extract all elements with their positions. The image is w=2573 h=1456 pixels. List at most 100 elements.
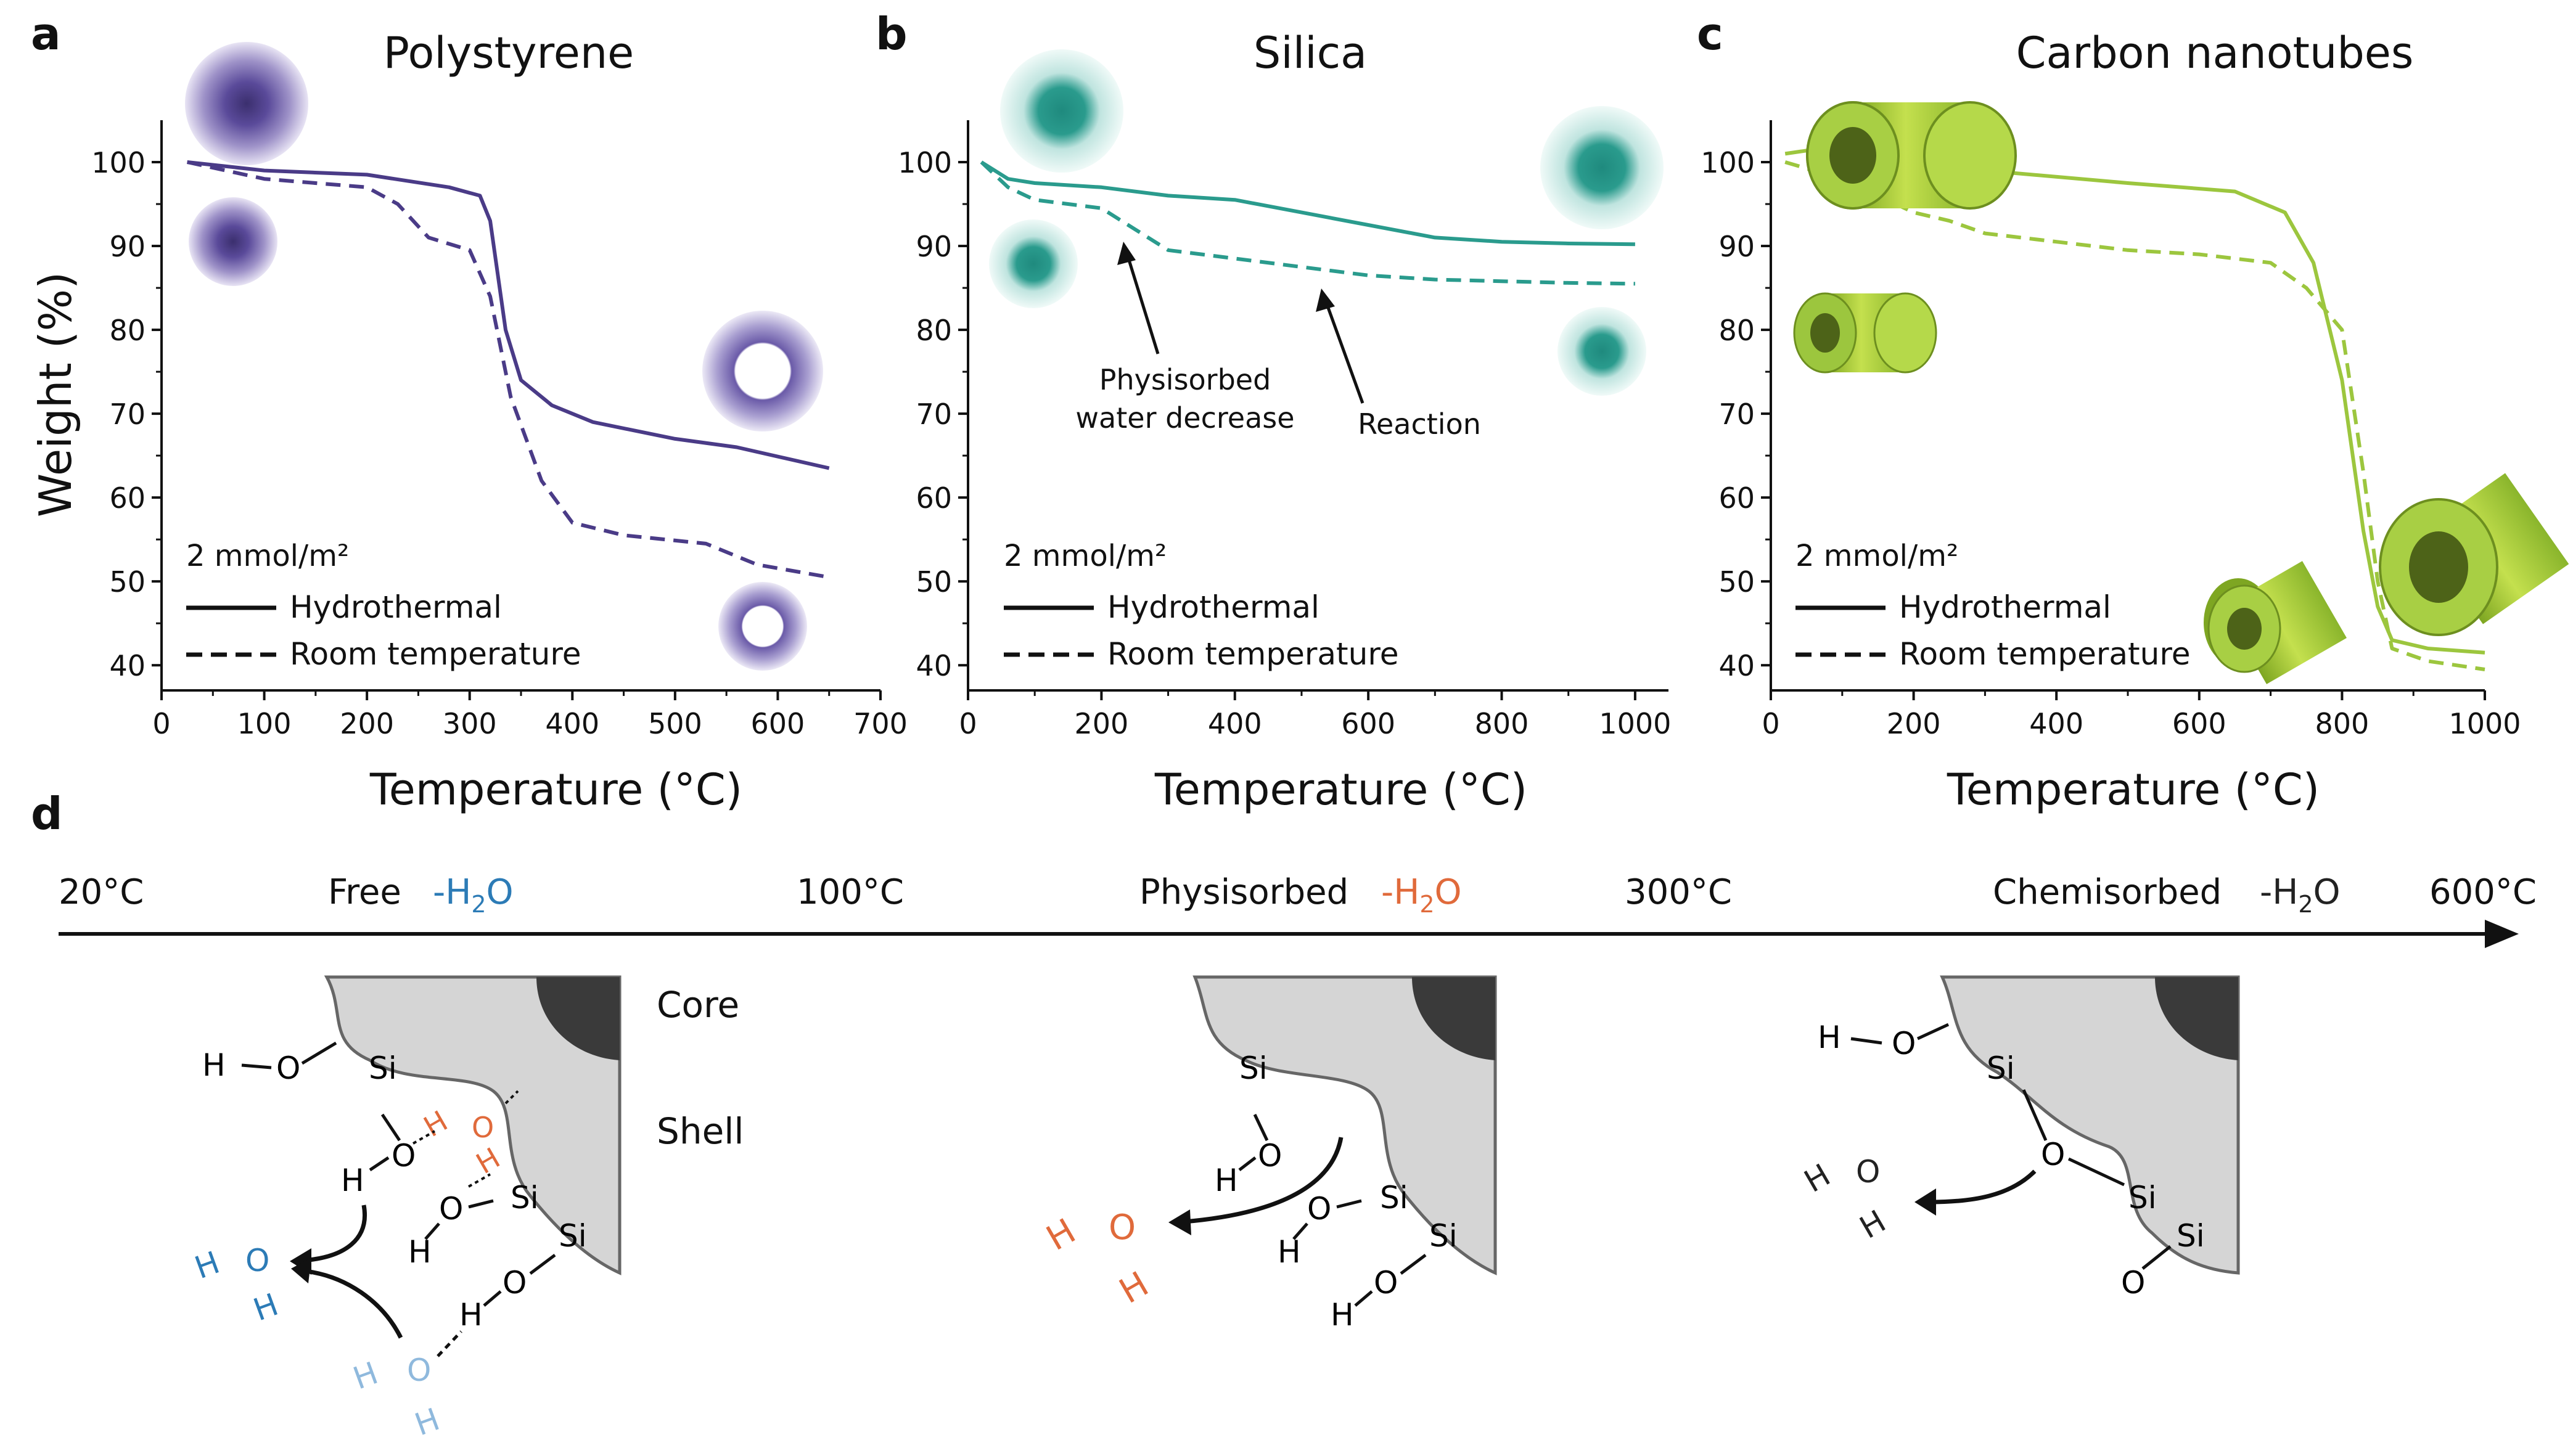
atom-h: H <box>408 1234 432 1270</box>
series-line-room-temperature <box>1784 160 2485 671</box>
x-tick-label: 700 <box>853 707 908 740</box>
x-axis-label-b: Temperature (°C) <box>1154 764 1527 815</box>
silica-particle-large-right <box>1540 106 1664 229</box>
atom-o: O <box>1892 1026 1916 1061</box>
panel-title-c: Carbon nanotubes <box>2016 28 2414 78</box>
panel-letter-a: a <box>31 8 61 60</box>
arrow-physisorbed-water <box>1183 1137 1344 1224</box>
atom-h: H <box>418 1104 453 1143</box>
panel-a: a Polystyrene Weight (%) Temperature (°C… <box>30 8 908 815</box>
y-tick-label: 70 <box>1718 398 1755 431</box>
atom-o: O <box>1109 1208 1136 1248</box>
silica-particle-small-right <box>1557 307 1646 396</box>
x-tick-label: 0 <box>959 707 977 740</box>
atom-h: H <box>459 1297 483 1333</box>
x-tick-label: 1000 <box>1599 707 1671 740</box>
y-tick-label: 90 <box>1718 230 1755 263</box>
x-tick-label: 400 <box>1208 707 1262 740</box>
atom-o: O <box>439 1191 463 1227</box>
x-tick-label: 600 <box>2172 707 2226 740</box>
label-core: Core <box>657 984 739 1026</box>
y-tick-label: 90 <box>916 230 952 263</box>
atom-o: O <box>472 1111 494 1144</box>
annotation-reaction: Reaction <box>1358 407 1481 441</box>
atom-o: O <box>1258 1138 1282 1174</box>
atom-o: O <box>1307 1191 1331 1227</box>
timeline-stage-physisorbed: Physisorbed <box>1139 872 1348 912</box>
water-physisorbed-released: O H H <box>1040 1208 1155 1312</box>
cnt-tube-large-bottom <box>2379 473 2569 636</box>
timeline-water-free: -H2O <box>433 872 514 918</box>
annotation-physisorbed: Physisorbed <box>1099 363 1271 396</box>
timeline-water-chemisorbed: -H2O <box>2260 872 2341 918</box>
note-b: 2 mmol/m² <box>1004 539 1167 573</box>
y-tick-label: 40 <box>109 649 146 682</box>
legend-solid-label-c: Hydrothermal <box>1899 589 2111 625</box>
atom-o: O <box>245 1243 269 1278</box>
atom-h: H <box>1113 1264 1155 1312</box>
y-tick-label: 60 <box>109 481 146 515</box>
surface-stage-chemisorbed: H O Si O Si Si O O H H <box>1799 975 2240 1301</box>
water-chemisorbed-released: O H H <box>1799 1154 1892 1246</box>
x-tick-label: 500 <box>648 707 702 740</box>
y-tick-label: 80 <box>109 314 146 347</box>
atom-si: Si <box>2177 1218 2205 1254</box>
cnt-tube-ribbed-bottom <box>2204 561 2347 684</box>
y-tick-label: 40 <box>1718 649 1755 682</box>
y-tick-label: 100 <box>1701 146 1755 179</box>
annotation-arrowhead-reaction <box>1316 288 1335 312</box>
y-tick-label: 70 <box>109 398 146 431</box>
y-axis-label-a: Weight (%) <box>30 272 81 517</box>
atom-h: H <box>190 1245 224 1286</box>
cnt-tube-ribbed-top <box>1793 292 1937 374</box>
ps-particle-small <box>189 197 277 286</box>
atom-h: H <box>341 1163 364 1198</box>
timeline-t1: 20°C <box>59 872 144 912</box>
panel-letter-b: b <box>876 8 908 60</box>
y-tick-label: 70 <box>916 398 952 431</box>
y-tick-label: 80 <box>916 314 952 347</box>
atom-h: H <box>348 1355 382 1396</box>
atom-si: Si <box>559 1218 587 1254</box>
y-tick-label: 100 <box>91 146 146 179</box>
atom-h: H <box>202 1047 226 1083</box>
panel-letter-c: c <box>1697 8 1723 60</box>
surface-stage-free: Core Shell H O Si O H O H Si Si O H O <box>190 975 744 1443</box>
x-tick-label: 200 <box>1074 707 1128 740</box>
ps-hollow-particle-small <box>718 582 807 671</box>
legend-solid-label-a: Hydrothermal <box>290 589 502 625</box>
chart-polystyrene: 40 50 60 70 80 90 100 0 100 200 300 400 500 600 700 <box>91 120 908 740</box>
atom-o: O <box>1374 1265 1398 1301</box>
atom-o: O <box>2041 1137 2065 1172</box>
legend-dashed-label-c: Room temperature <box>1899 636 2191 672</box>
x-tick-label: 0 <box>152 707 170 740</box>
atom-o: O <box>407 1352 431 1388</box>
ps-particle-large <box>185 42 308 165</box>
x-tick-label: 800 <box>1475 707 1529 740</box>
atom-o: O <box>276 1050 300 1086</box>
y-tick-label: 90 <box>109 230 146 263</box>
atom-si: Si <box>1239 1050 1268 1086</box>
timeline-arrowhead <box>2485 920 2519 948</box>
arrow-free-water-1 <box>302 1204 367 1263</box>
note-a: 2 mmol/m² <box>186 539 349 573</box>
atom-h: H <box>410 1401 444 1442</box>
timeline-t2: 100°C <box>797 872 904 912</box>
arrow-chemisorbed-water <box>1929 1169 2037 1204</box>
note-c: 2 mmol/m² <box>1795 539 1958 573</box>
atom-si: Si <box>369 1050 397 1086</box>
water-physisorbed-stage1: O H H <box>418 1104 506 1180</box>
x-tick-label: 100 <box>237 707 292 740</box>
series-line-hydrothermal <box>187 160 830 470</box>
legend-dashed-label-b: Room temperature <box>1107 636 1399 672</box>
atom-o: O <box>392 1138 416 1174</box>
surface-stage-physisorbed: Si O H O H Si Si O H O H H <box>1040 975 1497 1333</box>
panel-d: d 20°C Free -H2O 100°C Physisorbed -H2O … <box>31 788 2537 1443</box>
series-line-room-temperature <box>186 160 830 579</box>
y-tick-label: 60 <box>916 481 952 515</box>
timeline-stage-chemisorbed: Chemisorbed <box>1993 872 2222 912</box>
x-tick-label: 0 <box>1762 707 1779 740</box>
atom-si: Si <box>511 1180 539 1216</box>
x-tick-label: 200 <box>340 707 394 740</box>
